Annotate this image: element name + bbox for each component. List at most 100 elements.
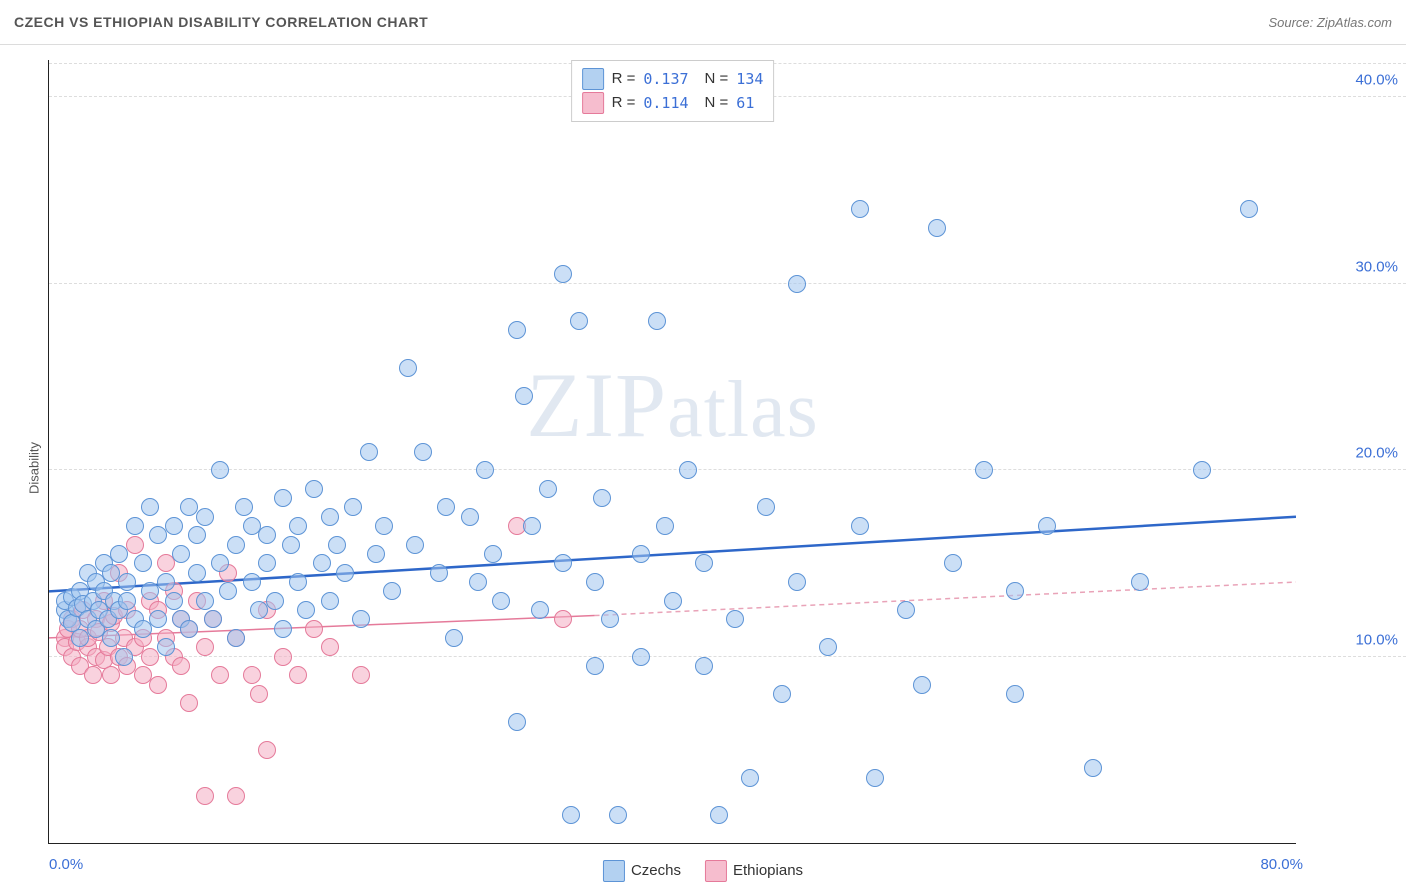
eth-point [211, 666, 229, 684]
eth-point [227, 787, 245, 805]
czech-point [664, 592, 682, 610]
czech-point [609, 806, 627, 824]
czech-point [1240, 200, 1258, 218]
legend-row: R =0.137N =134 [582, 67, 764, 91]
legend-item: Czechs [603, 860, 681, 882]
czech-point [1193, 461, 1211, 479]
czech-point [274, 489, 292, 507]
n-value: 61 [736, 91, 754, 115]
chart-header: CZECH VS ETHIOPIAN DISABILITY CORRELATIO… [0, 0, 1406, 45]
czech-point [118, 573, 136, 591]
eth-point [196, 787, 214, 805]
eth-point [274, 648, 292, 666]
czech-point [757, 498, 775, 516]
czech-point [297, 601, 315, 619]
chart-title: CZECH VS ETHIOPIAN DISABILITY CORRELATIO… [14, 14, 428, 30]
czech-point [679, 461, 697, 479]
x-tick-label: 0.0% [49, 856, 83, 873]
legend-item: Ethiopians [705, 860, 803, 882]
czech-point [913, 676, 931, 694]
eth-point [196, 638, 214, 656]
czech-point [274, 620, 292, 638]
czech-point [539, 480, 557, 498]
gridline [49, 656, 1406, 657]
czech-point [219, 582, 237, 600]
czech-point [430, 564, 448, 582]
eth-point [250, 685, 268, 703]
chart-area: Disability ZIPatlas R =0.137N =134R =0.1… [0, 44, 1406, 892]
legend-label: Czechs [631, 862, 681, 879]
czech-point [741, 769, 759, 787]
czech-point [632, 648, 650, 666]
czech-point [523, 517, 541, 535]
czech-point [227, 629, 245, 647]
legend-swatch [582, 68, 604, 90]
czech-point [851, 517, 869, 535]
eth-point [321, 638, 339, 656]
eth-point [126, 536, 144, 554]
czech-point [695, 554, 713, 572]
czech-point [562, 806, 580, 824]
czech-point [570, 312, 588, 330]
n-label: N = [705, 67, 729, 91]
czech-point [118, 592, 136, 610]
czech-point [313, 554, 331, 572]
czech-point [554, 554, 572, 572]
legend-series: Czechs Ethiopians [603, 860, 803, 882]
eth-point [180, 694, 198, 712]
czech-point [508, 713, 526, 731]
czech-point [515, 387, 533, 405]
czech-point [1006, 582, 1024, 600]
legend-label: Ethiopians [733, 862, 803, 879]
czech-point [554, 265, 572, 283]
czech-point [586, 657, 604, 675]
n-label: N = [705, 91, 729, 115]
czech-point [211, 461, 229, 479]
czech-point [227, 536, 245, 554]
czech-point [336, 564, 354, 582]
czech-point [476, 461, 494, 479]
czech-point [211, 554, 229, 572]
czech-point [204, 610, 222, 628]
eth-point [172, 657, 190, 675]
czech-point [321, 592, 339, 610]
eth-point [243, 666, 261, 684]
czech-point [773, 685, 791, 703]
czech-point [282, 536, 300, 554]
czech-point [102, 629, 120, 647]
czech-point [469, 573, 487, 591]
y-tick-label: 30.0% [1303, 258, 1398, 275]
n-value: 134 [736, 67, 763, 91]
czech-point [180, 620, 198, 638]
y-tick-label: 40.0% [1303, 72, 1398, 89]
czech-point [1006, 685, 1024, 703]
czech-point [484, 545, 502, 563]
czech-point [344, 498, 362, 516]
czech-point [289, 517, 307, 535]
czech-point [866, 769, 884, 787]
gridline [49, 283, 1406, 284]
r-label: R = [612, 91, 636, 115]
czech-point [126, 517, 144, 535]
czech-point [367, 545, 385, 563]
czech-point [1084, 759, 1102, 777]
czech-point [196, 592, 214, 610]
czech-point [305, 480, 323, 498]
czech-point [648, 312, 666, 330]
trend-lines [49, 60, 1296, 843]
source-label: Source: ZipAtlas.com [1268, 15, 1392, 30]
czech-point [414, 443, 432, 461]
czech-point [188, 564, 206, 582]
r-value: 0.137 [643, 67, 688, 91]
czech-point [141, 498, 159, 516]
czech-point [235, 498, 253, 516]
czech-point [399, 359, 417, 377]
czech-point [360, 443, 378, 461]
watermark: ZIPatlas [526, 352, 819, 458]
czech-point [157, 638, 175, 656]
czech-point [115, 648, 133, 666]
legend-row: R =0.114N = 61 [582, 91, 764, 115]
czech-point [632, 545, 650, 563]
eth-point [258, 741, 276, 759]
legend-swatch [705, 860, 727, 882]
